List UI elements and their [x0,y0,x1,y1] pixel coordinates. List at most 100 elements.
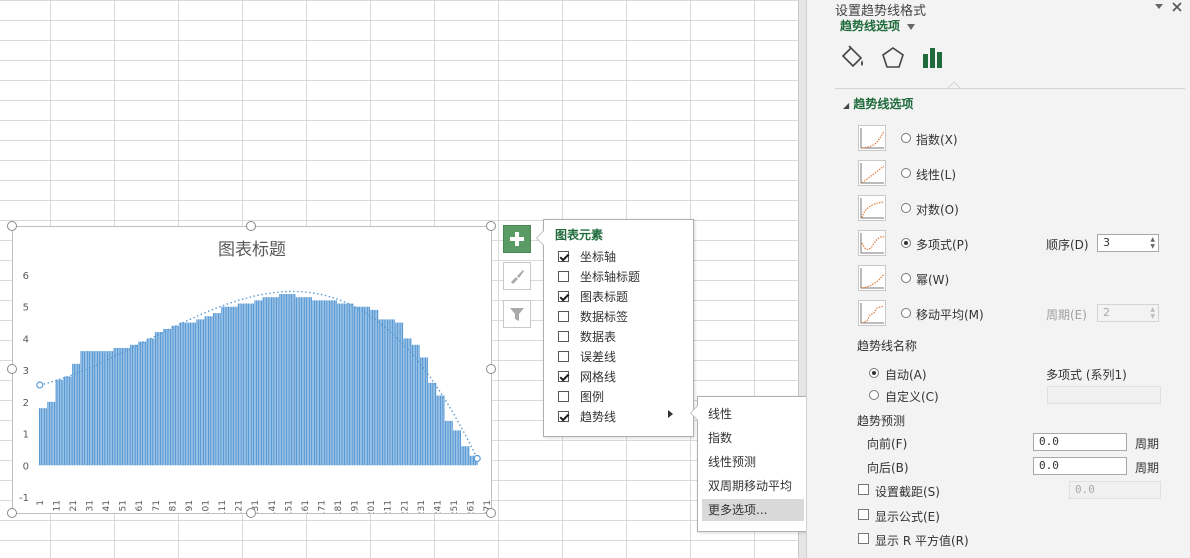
chart-bar[interactable] [65,376,67,466]
submenu-item-exponential[interactable]: 指数 [708,431,733,445]
power-radio[interactable] [901,273,911,283]
exponential-radio[interactable] [901,133,911,143]
chart-bar[interactable] [156,332,158,466]
chart-bar[interactable] [413,344,415,466]
chart-bar[interactable] [98,351,100,466]
element-row-legend[interactable]: 图例 [558,387,604,405]
chart-bar[interactable] [448,420,450,466]
chart-bar[interactable] [270,297,273,466]
chart-bar[interactable] [401,322,404,466]
chart-bar[interactable] [423,357,425,466]
chart-title[interactable]: 图表标题 [218,240,286,260]
chart-bar[interactable] [410,338,412,466]
chart-bar[interactable] [178,325,180,466]
chart-bar[interactable] [352,303,354,466]
chart-bar[interactable] [431,382,433,466]
chart-bar[interactable] [459,430,462,466]
intercept-input[interactable]: 0.0 [1069,481,1161,499]
chart-bar[interactable] [176,325,178,466]
chart-bar[interactable] [227,306,230,466]
chart-bar[interactable] [43,408,46,466]
chart-bar[interactable] [378,319,380,466]
spinner-arrows-icon[interactable]: ▲ ▼ [1150,306,1155,320]
period-spinner[interactable]: 2 ▲ ▼ [1097,304,1159,322]
chart-bar[interactable] [333,300,336,466]
chart-bar[interactable] [257,300,259,466]
chart-bar[interactable] [370,309,372,466]
chart-bar[interactable] [242,303,245,466]
chart-bar[interactable] [219,313,221,466]
chart-bar[interactable] [310,297,312,466]
chart-bar[interactable] [149,338,152,466]
pane-menu-chevron-icon[interactable] [1154,3,1164,11]
chart-bar[interactable] [204,316,206,466]
chart-bar[interactable] [148,338,150,466]
chart-bar[interactable] [393,319,395,466]
chart-bar[interactable] [173,325,175,466]
chart-bar[interactable] [433,382,435,466]
chart-bar[interactable] [251,303,253,466]
chart-bar[interactable] [304,297,306,466]
chart-bar[interactable] [57,379,59,466]
chart-bar[interactable] [362,306,364,466]
chart-bar[interactable] [315,300,317,466]
chart-elements-button[interactable] [503,225,531,253]
chart-bar[interactable] [103,351,105,466]
chart-bar[interactable] [272,297,274,466]
chart-bar[interactable] [181,322,183,466]
chart-bar[interactable] [53,401,56,466]
chart-bar[interactable] [163,328,165,466]
chart-bar[interactable] [312,300,314,466]
chart-bar[interactable] [383,319,385,466]
chart-bar[interactable] [63,376,66,466]
submenu-item-more-options[interactable]: 更多选项... [702,499,804,521]
chart-bar[interactable] [453,430,455,466]
fill-line-icon[interactable] [839,44,867,72]
chart-bar[interactable] [332,300,334,466]
order-spinner[interactable]: 3 ▲ ▼ [1097,234,1159,252]
chart-bar[interactable] [449,420,452,466]
chart-bar[interactable] [123,347,125,466]
chart-bar[interactable] [105,351,107,466]
chart-bar[interactable] [68,376,71,466]
show-r2-checkbox[interactable] [858,533,869,544]
chart-bar[interactable] [92,351,94,466]
chart-bar[interactable] [289,294,291,466]
backward-input[interactable]: 0.0 [1033,457,1127,475]
chart-bar[interactable] [193,322,195,466]
chart-bar[interactable] [358,306,361,466]
chart-bar[interactable] [269,297,271,466]
element-checkbox-data-table[interactable] [558,330,569,342]
show-equation-checkbox[interactable] [858,509,869,520]
chart-bar[interactable] [421,357,423,466]
chart-bar[interactable] [318,300,321,466]
trendline[interactable] [39,290,478,459]
element-checkbox-axes[interactable] [558,250,569,262]
chart-bar[interactable] [436,395,438,466]
chart-bar[interactable] [115,347,117,466]
polynomial-trend-icon[interactable] [858,230,886,256]
chart-bar[interactable] [168,328,170,466]
name-custom-input[interactable] [1047,386,1161,404]
chart-bar[interactable] [131,344,134,466]
chart-bar[interactable] [373,309,375,466]
chart-bar[interactable] [368,306,370,466]
chart-bar[interactable] [405,338,407,466]
chart-bar[interactable] [418,344,420,466]
chart-bar[interactable] [330,300,332,466]
chart-bar[interactable] [388,319,390,466]
chart-bar[interactable] [327,300,329,466]
name-custom-radio[interactable] [869,390,879,400]
power-trend-icon[interactable] [858,265,886,291]
chart-bar[interactable] [274,297,276,466]
chart-bar[interactable] [411,344,414,466]
chart-bar[interactable] [426,357,428,466]
chart-bar[interactable] [355,306,357,466]
chart-bar[interactable] [42,408,44,466]
chart-bar[interactable] [125,347,127,466]
forward-input[interactable]: 0.0 [1033,433,1127,451]
exponential-label[interactable]: 指数(X) [916,133,958,147]
chart-bar[interactable] [82,351,84,466]
intercept-checkbox[interactable] [858,484,869,495]
chart-bar[interactable] [367,306,369,466]
